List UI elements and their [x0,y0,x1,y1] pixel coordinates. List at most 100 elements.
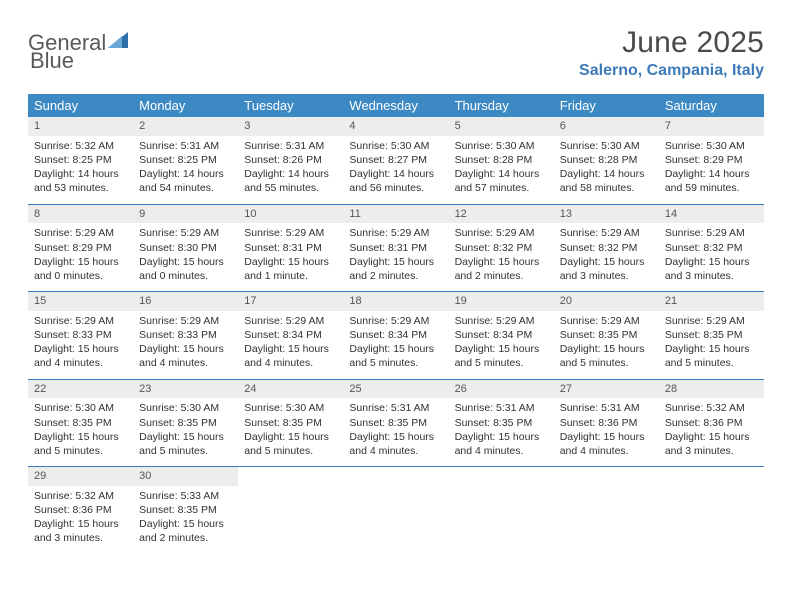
sunset-text: Sunset: 8:31 PM [244,241,337,255]
calendar-row: 22Sunrise: 5:30 AMSunset: 8:35 PMDayligh… [28,379,764,467]
day-body: Sunrise: 5:29 AMSunset: 8:32 PMDaylight:… [554,223,659,291]
calendar-cell: 8Sunrise: 5:29 AMSunset: 8:29 PMDaylight… [28,204,133,292]
day-body-empty [449,484,554,495]
day-body: Sunrise: 5:29 AMSunset: 8:35 PMDaylight:… [659,311,764,379]
day-body: Sunrise: 5:29 AMSunset: 8:34 PMDaylight:… [343,311,448,379]
calendar-cell: 5Sunrise: 5:30 AMSunset: 8:28 PMDaylight… [449,117,554,204]
daylight-text: Daylight: 15 hours and 3 minutes. [665,430,758,458]
day-body: Sunrise: 5:30 AMSunset: 8:35 PMDaylight:… [133,398,238,466]
calendar-cell-empty [238,466,343,554]
sunset-text: Sunset: 8:35 PM [665,328,758,342]
title-month: June 2025 [579,26,764,60]
sunset-text: Sunset: 8:29 PM [34,241,127,255]
title-location: Salerno, Campania, Italy [579,62,764,80]
calendar-cell-empty [343,466,448,554]
day-number: 19 [449,291,554,311]
sunrise-text: Sunrise: 5:29 AM [349,314,442,328]
day-body: Sunrise: 5:30 AMSunset: 8:28 PMDaylight:… [449,136,554,204]
daylight-text: Daylight: 15 hours and 4 minutes. [560,430,653,458]
day-body-empty [343,484,448,495]
day-number: 13 [554,204,659,224]
sunset-text: Sunset: 8:31 PM [349,241,442,255]
sunset-text: Sunset: 8:36 PM [665,416,758,430]
daylight-text: Daylight: 15 hours and 5 minutes. [560,342,653,370]
calendar-header-row: Sunday Monday Tuesday Wednesday Thursday… [28,94,764,117]
sunset-text: Sunset: 8:28 PM [560,153,653,167]
calendar-cell: 20Sunrise: 5:29 AMSunset: 8:35 PMDayligh… [554,291,659,379]
calendar-cell: 7Sunrise: 5:30 AMSunset: 8:29 PMDaylight… [659,117,764,204]
sunrise-text: Sunrise: 5:30 AM [139,401,232,415]
sunrise-text: Sunrise: 5:29 AM [349,226,442,240]
sunrise-text: Sunrise: 5:32 AM [34,489,127,503]
calendar-cell: 18Sunrise: 5:29 AMSunset: 8:34 PMDayligh… [343,291,448,379]
calendar-cell: 4Sunrise: 5:30 AMSunset: 8:27 PMDaylight… [343,117,448,204]
calendar-cell: 27Sunrise: 5:31 AMSunset: 8:36 PMDayligh… [554,379,659,467]
day-number-empty [238,466,343,484]
daylight-text: Daylight: 14 hours and 56 minutes. [349,167,442,195]
day-number: 18 [343,291,448,311]
day-number: 3 [238,117,343,136]
calendar-cell: 3Sunrise: 5:31 AMSunset: 8:26 PMDaylight… [238,117,343,204]
weekday-header: Sunday [28,94,133,117]
day-body: Sunrise: 5:30 AMSunset: 8:29 PMDaylight:… [659,136,764,204]
day-body: Sunrise: 5:32 AMSunset: 8:25 PMDaylight:… [28,136,133,204]
day-body: Sunrise: 5:31 AMSunset: 8:35 PMDaylight:… [449,398,554,466]
daylight-text: Daylight: 14 hours and 57 minutes. [455,167,548,195]
calendar-cell: 22Sunrise: 5:30 AMSunset: 8:35 PMDayligh… [28,379,133,467]
day-number: 17 [238,291,343,311]
calendar-cell: 23Sunrise: 5:30 AMSunset: 8:35 PMDayligh… [133,379,238,467]
day-number: 5 [449,117,554,136]
day-body: Sunrise: 5:33 AMSunset: 8:35 PMDaylight:… [133,486,238,554]
daylight-text: Daylight: 14 hours and 53 minutes. [34,167,127,195]
day-number: 12 [449,204,554,224]
calendar-row: 1Sunrise: 5:32 AMSunset: 8:25 PMDaylight… [28,117,764,204]
sunset-text: Sunset: 8:27 PM [349,153,442,167]
day-number: 21 [659,291,764,311]
sunrise-text: Sunrise: 5:29 AM [665,226,758,240]
day-body: Sunrise: 5:30 AMSunset: 8:27 PMDaylight:… [343,136,448,204]
sunset-text: Sunset: 8:34 PM [244,328,337,342]
day-number: 14 [659,204,764,224]
day-body: Sunrise: 5:30 AMSunset: 8:28 PMDaylight:… [554,136,659,204]
day-number: 16 [133,291,238,311]
day-number-empty [449,466,554,484]
weekday-header: Tuesday [238,94,343,117]
sunset-text: Sunset: 8:35 PM [139,503,232,517]
day-number: 9 [133,204,238,224]
daylight-text: Daylight: 14 hours and 54 minutes. [139,167,232,195]
day-number: 8 [28,204,133,224]
weekday-header: Thursday [449,94,554,117]
day-body: Sunrise: 5:32 AMSunset: 8:36 PMDaylight:… [28,486,133,554]
day-body: Sunrise: 5:29 AMSunset: 8:29 PMDaylight:… [28,223,133,291]
sunrise-text: Sunrise: 5:29 AM [139,314,232,328]
sunrise-text: Sunrise: 5:31 AM [139,139,232,153]
calendar-cell: 6Sunrise: 5:30 AMSunset: 8:28 PMDaylight… [554,117,659,204]
day-body: Sunrise: 5:32 AMSunset: 8:36 PMDaylight:… [659,398,764,466]
sunset-text: Sunset: 8:35 PM [560,328,653,342]
calendar-cell: 12Sunrise: 5:29 AMSunset: 8:32 PMDayligh… [449,204,554,292]
sunset-text: Sunset: 8:34 PM [349,328,442,342]
day-body: Sunrise: 5:29 AMSunset: 8:32 PMDaylight:… [659,223,764,291]
daylight-text: Daylight: 15 hours and 2 minutes. [455,255,548,283]
daylight-text: Daylight: 15 hours and 4 minutes. [455,430,548,458]
day-number: 28 [659,379,764,399]
calendar-cell: 30Sunrise: 5:33 AMSunset: 8:35 PMDayligh… [133,466,238,554]
daylight-text: Daylight: 14 hours and 59 minutes. [665,167,758,195]
day-number: 11 [343,204,448,224]
calendar-table: Sunday Monday Tuesday Wednesday Thursday… [28,94,764,554]
day-number: 10 [238,204,343,224]
day-number: 29 [28,466,133,486]
sunset-text: Sunset: 8:36 PM [34,503,127,517]
sunrise-text: Sunrise: 5:29 AM [560,314,653,328]
day-body-empty [659,484,764,495]
sunset-text: Sunset: 8:26 PM [244,153,337,167]
day-number: 1 [28,117,133,136]
calendar-cell: 15Sunrise: 5:29 AMSunset: 8:33 PMDayligh… [28,291,133,379]
calendar-row: 29Sunrise: 5:32 AMSunset: 8:36 PMDayligh… [28,466,764,554]
calendar-cell: 29Sunrise: 5:32 AMSunset: 8:36 PMDayligh… [28,466,133,554]
day-number: 25 [343,379,448,399]
sunrise-text: Sunrise: 5:30 AM [455,139,548,153]
day-body: Sunrise: 5:29 AMSunset: 8:35 PMDaylight:… [554,311,659,379]
daylight-text: Daylight: 14 hours and 55 minutes. [244,167,337,195]
sunrise-text: Sunrise: 5:29 AM [139,226,232,240]
